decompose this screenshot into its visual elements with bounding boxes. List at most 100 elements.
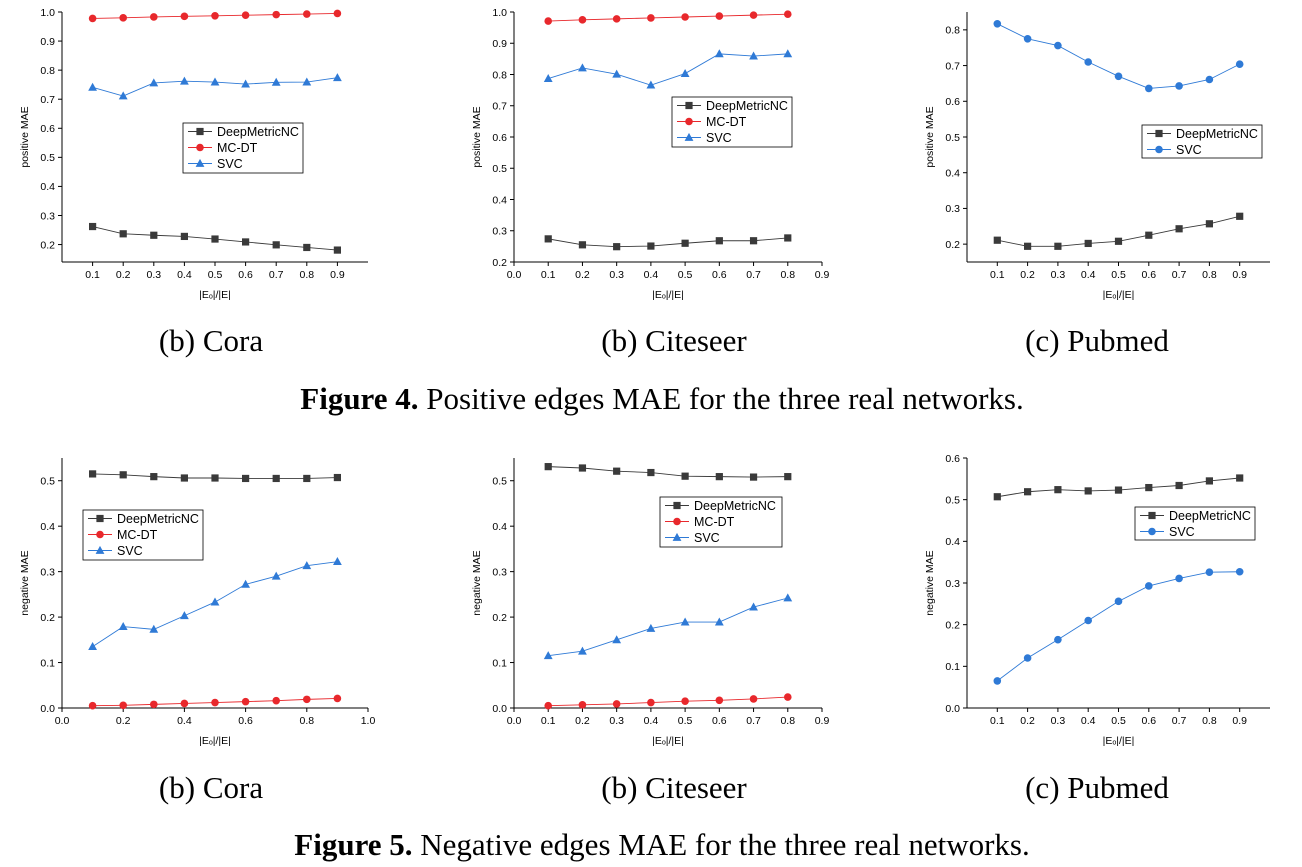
x-tick-label: 0.6 bbox=[1141, 269, 1156, 281]
data-point-mc-dt bbox=[749, 695, 758, 703]
data-point-svc bbox=[993, 19, 1002, 28]
data-point-deepmetricnc bbox=[272, 474, 280, 483]
x-tick-label: 0.9 bbox=[1232, 269, 1247, 281]
x-tick-label: 0.8 bbox=[299, 715, 314, 727]
y-tick-label: 0.3 bbox=[40, 566, 55, 578]
x-tick-label: 0.6 bbox=[238, 269, 253, 281]
figure-4-caption-text: Positive edges MAE for the three real ne… bbox=[419, 381, 1024, 416]
x-tick-label: 0.3 bbox=[1051, 269, 1066, 281]
data-point-svc bbox=[333, 73, 342, 82]
legend-label-svc: SVC bbox=[117, 544, 143, 558]
data-point-deepmetricnc bbox=[180, 232, 188, 241]
legend-marker-mc-dt bbox=[196, 143, 204, 152]
y-tick-label: 0.4 bbox=[492, 194, 507, 206]
series-line-deepmetricnc bbox=[548, 466, 788, 478]
legend-marker-deepmetricnc bbox=[673, 501, 681, 510]
data-point-svc bbox=[749, 602, 758, 611]
y-tick-label: 0.7 bbox=[945, 60, 960, 72]
x-tick-label: 0.2 bbox=[1020, 269, 1035, 281]
y-tick-label: 0.2 bbox=[40, 612, 55, 624]
data-point-deepmetricnc bbox=[1145, 231, 1153, 239]
data-point-svc bbox=[1205, 568, 1214, 576]
y-axis-label: negative MAE bbox=[19, 550, 31, 615]
data-point-mc-dt bbox=[612, 15, 621, 23]
x-tick-label: 0.2 bbox=[116, 269, 131, 281]
series-line-deepmetricnc bbox=[548, 237, 788, 248]
data-point-mc-dt bbox=[544, 17, 553, 25]
legend-label-mc-dt: MC-DT bbox=[694, 515, 735, 529]
y-tick-label: 0.2 bbox=[945, 619, 960, 631]
legend-marker-deepmetricnc bbox=[1155, 129, 1163, 138]
data-point-deepmetricnc bbox=[333, 473, 341, 482]
data-point-svc bbox=[993, 677, 1002, 685]
data-point-svc bbox=[578, 646, 587, 655]
y-tick-label: 0.1 bbox=[945, 661, 960, 673]
data-point-deepmetricnc bbox=[1175, 481, 1183, 490]
data-point-svc bbox=[118, 91, 128, 100]
data-point-deepmetricnc bbox=[119, 471, 127, 479]
y-tick-label: 0.7 bbox=[492, 101, 507, 113]
data-point-svc bbox=[783, 593, 793, 602]
y-tick-label: 0.0 bbox=[945, 703, 960, 715]
data-point-mc-dt bbox=[749, 11, 758, 19]
x-tick-label: 0.3 bbox=[1051, 715, 1066, 727]
legend-label-deepmetricnc: DeepMetricNC bbox=[1169, 509, 1251, 523]
legend-marker-deepmetricnc bbox=[1148, 511, 1156, 520]
y-tick-label: 0.4 bbox=[492, 521, 507, 533]
series-deepmetricnc bbox=[89, 222, 341, 254]
series-svc bbox=[993, 19, 1244, 93]
chart-3: 0.1 0.2 0.3 0.4 0.5 0.6 0.7 0.8 0.9 0.2 0.3 0.4 0.5 0… bbox=[924, 12, 1270, 358]
x-tick-label: 0.2 bbox=[116, 715, 131, 727]
x-tick-label: 0.3 bbox=[146, 269, 161, 281]
x-tick-label: 0.5 bbox=[678, 269, 693, 281]
y-tick-label: 0.2 bbox=[492, 257, 507, 269]
y-tick-label: 0.3 bbox=[40, 210, 55, 222]
y-tick-label: 0.2 bbox=[492, 612, 507, 624]
x-tick-label: 0.4 bbox=[177, 715, 192, 727]
data-point-mc-dt bbox=[303, 695, 311, 704]
legend-label-deepmetricnc: DeepMetricNC bbox=[694, 499, 776, 513]
x-tick-label: 0.0 bbox=[507, 269, 522, 281]
x-tick-label: 0.6 bbox=[238, 715, 253, 727]
data-point-mc-dt bbox=[715, 696, 724, 705]
data-point-svc bbox=[302, 561, 312, 570]
data-point-mc-dt bbox=[272, 696, 281, 705]
subplot-caption: (c) Pubmed bbox=[1025, 770, 1169, 805]
data-point-svc bbox=[749, 51, 758, 60]
data-point-mc-dt bbox=[272, 10, 281, 19]
y-axis-label: positive MAE bbox=[19, 106, 31, 167]
data-point-svc bbox=[1235, 60, 1244, 68]
data-point-svc bbox=[714, 617, 724, 626]
chart-4: 0.0 0.2 0.4 0.6 0.8 1.0 0.0 0.1 0.2 0.3 0.4 0.5 |Eₒ|… bbox=[19, 458, 375, 805]
series-line-svc bbox=[548, 597, 788, 657]
data-point-deepmetricnc bbox=[681, 472, 689, 480]
data-point-deepmetricnc bbox=[1114, 486, 1123, 494]
data-point-deepmetricnc bbox=[89, 222, 97, 231]
series-line-mc-dt bbox=[548, 13, 788, 22]
legend-marker-svc bbox=[195, 158, 205, 167]
data-point-svc bbox=[1175, 574, 1183, 583]
x-axis-label: |Eₒ|/|E| bbox=[652, 735, 684, 747]
data-point-svc bbox=[783, 49, 793, 58]
data-point-deepmetricnc bbox=[1084, 239, 1092, 248]
data-point-mc-dt bbox=[612, 700, 621, 708]
series-svc bbox=[88, 557, 342, 651]
y-tick-label: 0.5 bbox=[40, 152, 55, 164]
x-tick-label: 0.7 bbox=[746, 715, 761, 727]
y-tick-label: 0.5 bbox=[40, 476, 55, 488]
data-point-mc-dt bbox=[119, 14, 127, 22]
data-point-svc bbox=[612, 635, 622, 644]
y-tick-label: 1.0 bbox=[40, 7, 55, 19]
data-point-svc bbox=[646, 80, 656, 89]
legend-marker-svc bbox=[95, 545, 105, 554]
data-point-mc-dt bbox=[180, 12, 189, 21]
y-axis-label: positive MAE bbox=[924, 106, 936, 167]
y-tick-label: 0.6 bbox=[945, 453, 960, 465]
data-point-deepmetricnc bbox=[993, 236, 1001, 244]
figure-4-caption: Figure 4. Positive edges MAE for the thr… bbox=[300, 381, 1023, 416]
data-point-mc-dt bbox=[150, 13, 158, 21]
x-tick-label: 0.2 bbox=[575, 715, 590, 727]
x-tick-label: 0.7 bbox=[1172, 269, 1187, 281]
y-tick-label: 0.0 bbox=[492, 703, 507, 715]
data-point-deepmetricnc bbox=[715, 237, 723, 245]
